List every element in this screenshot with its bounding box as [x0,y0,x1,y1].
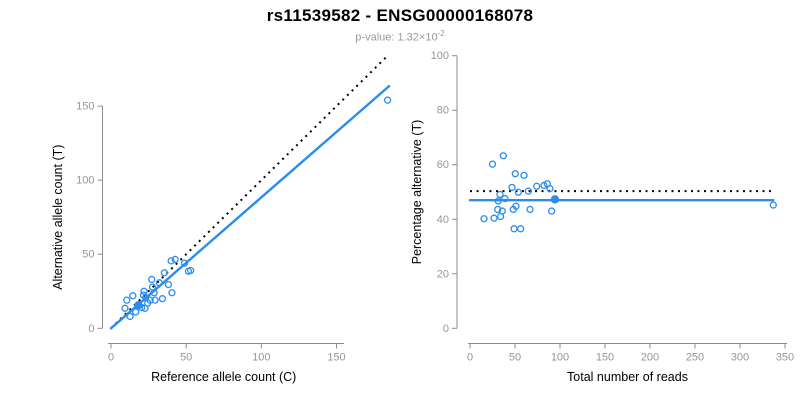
left-data-point [150,289,158,297]
right-data-point [512,202,520,210]
right-y-axis-title: Percentage alternative (T) [410,120,424,265]
left-data-point [383,96,392,104]
right-data-point [496,190,504,199]
right-x-tick-label: 200 [641,352,659,364]
right-x-tick-label: 100 [551,352,569,364]
right-data-point [511,170,519,178]
right-data-point [517,225,525,233]
right-data-point [547,207,556,215]
left-data-point [148,275,156,284]
left-x-tick-label: 50 [180,352,192,364]
left-data-point [187,266,195,275]
right-data-point [480,215,488,223]
left-data-point [126,312,134,321]
left-reference-line [110,56,387,330]
left-data-point [171,255,179,264]
right-data-point [490,214,498,222]
right-x-tick-label: 50 [509,352,521,364]
left-data-point [164,280,173,289]
right-x-axis-title: Total number of reads [567,370,688,384]
left-y-tick-label: 50 [82,249,94,261]
right-x-tick-label: 250 [686,352,704,364]
right-y-tick-label: 40 [437,214,449,226]
left-data-point [129,292,137,300]
right-y-tick-label: 80 [437,105,449,117]
right-data-point [769,201,777,209]
left-y-tick-label: 0 [88,323,94,335]
right-data-point [533,182,541,190]
right-data-point [526,205,534,214]
right-data-point [501,194,509,203]
right-data-point [520,171,528,180]
right-y-tick-label: 100 [431,50,449,62]
plot-title: rs11539582 - ENSG00000168078 [266,6,534,25]
right-x-tick-label: 150 [596,352,614,364]
right-data-point [508,183,516,192]
pvalue-exponent: -2 [437,29,445,38]
left-highlighted-data-point [134,301,143,310]
left-data-point [146,296,154,304]
plot-header: rs11539582 - ENSG00000168078 p-value: 1.… [0,0,800,44]
right-data-point [488,160,497,168]
right-y-tick-label: 0 [443,323,449,335]
right-data-point [546,185,554,193]
left-data-point [140,287,148,295]
left-y-tick-label: 150 [76,101,94,113]
right-data-point [494,205,502,214]
right-data-point [499,152,507,160]
left-data-point [123,296,131,304]
left-data-point [180,259,189,267]
right-y-tick-label: 20 [437,268,449,280]
right-y-tick-label: 60 [437,159,449,171]
left-data-point [158,295,167,303]
left-data-point [155,279,164,287]
left-data-point [132,308,140,316]
pvalue-text: p-value: 1.32×10 [355,31,438,44]
right-data-point [494,197,502,205]
right-data-point [514,188,522,196]
left-x-tick-label: 100 [252,352,270,364]
left-x-tick-label: 0 [108,352,114,364]
left-data-point [151,296,159,304]
right-data-point [524,187,532,195]
left-data-point [121,304,129,312]
left-data-point [167,257,175,265]
left-x-axis-title: Reference allele count (C) [151,370,296,384]
left-y-axis-title: Alternative allele count (T) [51,145,65,290]
right-x-tick-label: 0 [467,352,473,364]
left-y-tick-label: 100 [76,175,94,187]
right-highlighted-data-point [550,195,560,204]
left-x-tick-label: 150 [327,352,345,364]
right-data-point [510,225,518,233]
right-x-tick-label: 300 [731,352,749,364]
plot-subtitle: p-value: 1.32×10-2 [0,29,800,44]
left-regression-line [109,84,391,330]
right-data-point [496,212,505,221]
left-data-point [160,269,169,277]
left-data-point [168,289,176,297]
right-x-tick-label: 350 [776,352,794,364]
